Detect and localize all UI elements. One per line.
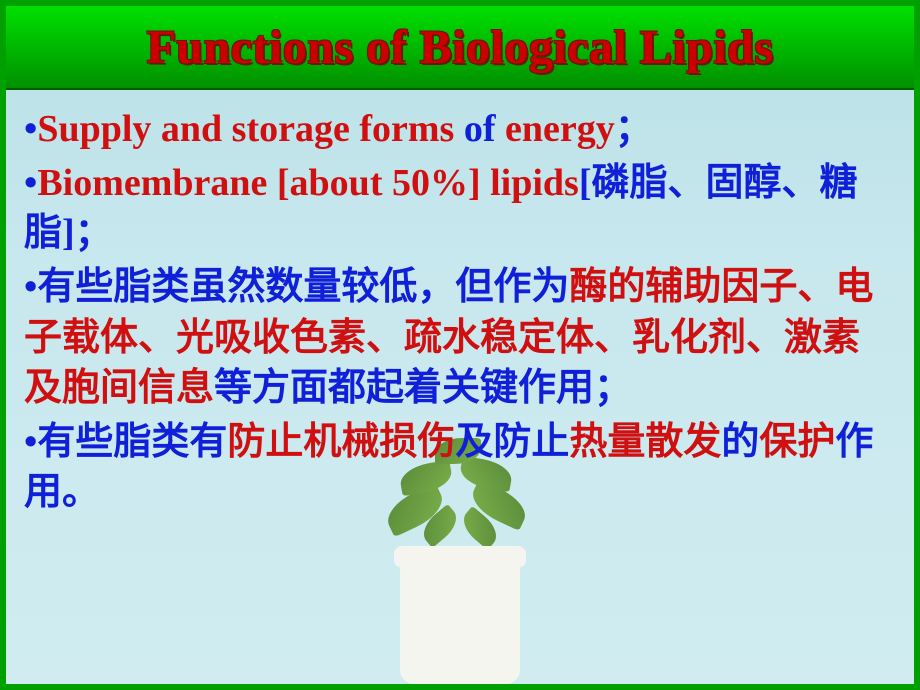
text-segment: ； bbox=[615, 108, 653, 150]
bullet-2: •Biomembrane [about 50%] lipids[磷脂、固醇、糖脂… bbox=[24, 158, 896, 258]
text-segment: 等方面都起着关键作用； bbox=[214, 367, 632, 409]
text-segment: • bbox=[24, 266, 37, 308]
text-segment: of bbox=[464, 108, 496, 150]
bullet-4: •有些脂类有防止机械损伤及防止热量散发的保护作用。 bbox=[24, 417, 896, 517]
text-segment: ] bbox=[62, 212, 75, 254]
bullet-1: •Supply and storage forms of energy； bbox=[24, 104, 896, 154]
plant-pot bbox=[400, 554, 520, 684]
text-segment: 防止机械损伤 bbox=[227, 421, 455, 463]
text-segment: [ bbox=[579, 162, 592, 204]
text-segment: 保护 bbox=[759, 421, 835, 463]
text-segment: Supply and storage forms bbox=[37, 108, 464, 150]
slide-content: •Supply and storage forms of energy； •Bi… bbox=[6, 90, 914, 517]
text-segment: • bbox=[24, 162, 37, 204]
text-segment: • bbox=[24, 108, 37, 150]
text-segment: ； bbox=[75, 212, 113, 254]
text-segment: 的 bbox=[721, 421, 759, 463]
text-segment: energy bbox=[495, 108, 614, 150]
slide: Functions of Biological Lipids •Supply a… bbox=[0, 0, 920, 690]
text-segment: Biomembrane [about 50%] lipids bbox=[37, 162, 579, 204]
text-segment: 及防止 bbox=[455, 421, 569, 463]
text-segment: 热量散发 bbox=[569, 421, 721, 463]
slide-title: Functions of Biological Lipids bbox=[146, 20, 773, 75]
text-segment: 有些脂类虽然数量较低，但作为 bbox=[37, 266, 569, 308]
bullet-3: •有些脂类虽然数量较低，但作为酶的辅助因子、电子载体、光吸收色素、疏水稳定体、乳… bbox=[24, 262, 896, 412]
text-segment: • bbox=[24, 421, 37, 463]
text-segment: 有些脂类有 bbox=[37, 421, 227, 463]
title-bar: Functions of Biological Lipids bbox=[6, 6, 914, 90]
